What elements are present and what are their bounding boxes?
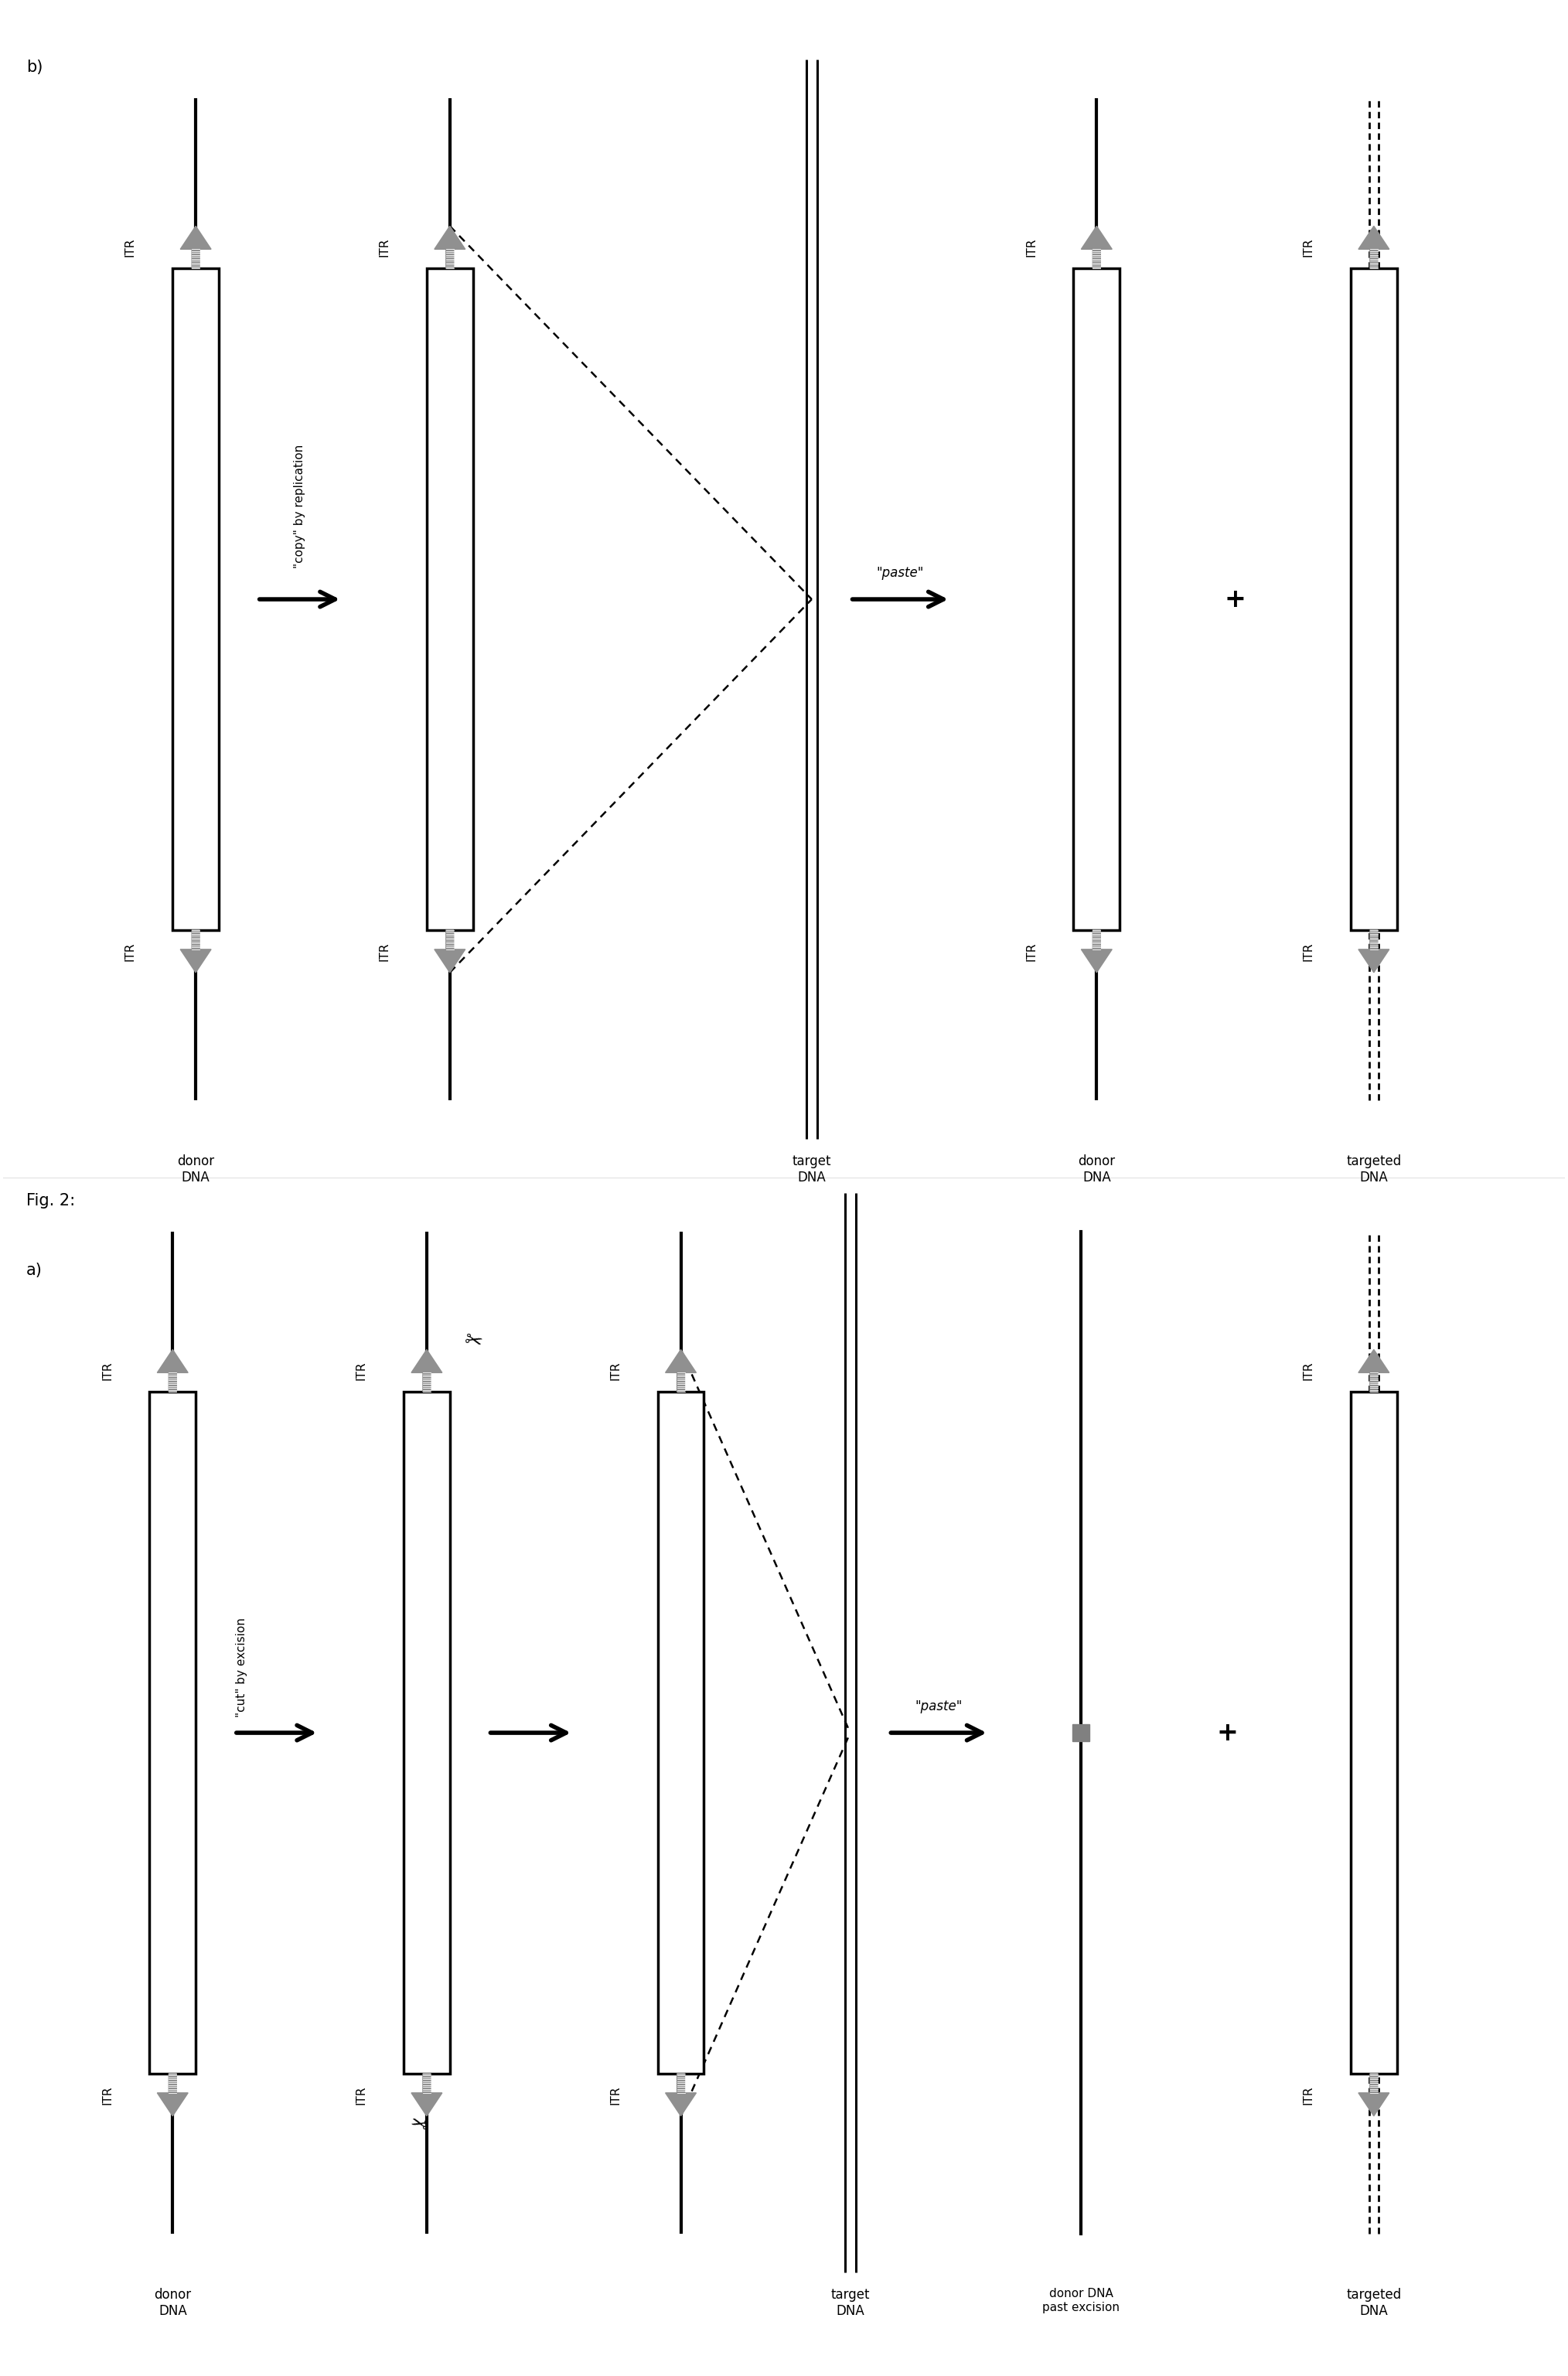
Text: ITR: ITR xyxy=(378,238,390,257)
Text: ITR: ITR xyxy=(356,1361,367,1380)
Text: +: + xyxy=(1217,1720,1239,1746)
FancyArrow shape xyxy=(180,226,212,268)
FancyArrow shape xyxy=(157,2074,188,2117)
FancyArrow shape xyxy=(411,1350,442,1392)
Text: target
DNA: target DNA xyxy=(831,2288,870,2319)
Text: donor
DNA: donor DNA xyxy=(1079,1155,1115,1186)
Bar xyxy=(1074,268,1120,929)
FancyArrow shape xyxy=(1358,1350,1389,1392)
FancyArrow shape xyxy=(1082,226,1112,268)
Text: "copy" by replication: "copy" by replication xyxy=(293,444,306,568)
Text: ITR: ITR xyxy=(356,2086,367,2105)
Text: ITR: ITR xyxy=(610,2086,621,2105)
FancyArrow shape xyxy=(1358,226,1389,268)
Text: donor DNA
past excision: donor DNA past excision xyxy=(1043,2288,1120,2312)
Text: a): a) xyxy=(27,1262,42,1278)
Text: Fig. 2:: Fig. 2: xyxy=(27,1193,75,1209)
Text: ✂: ✂ xyxy=(408,2108,431,2134)
FancyArrow shape xyxy=(1358,929,1389,972)
FancyArrow shape xyxy=(434,929,466,972)
Text: ITR: ITR xyxy=(124,941,136,960)
Text: ITR: ITR xyxy=(1303,941,1314,960)
Bar xyxy=(403,1392,450,2074)
FancyArrow shape xyxy=(1358,2074,1389,2117)
FancyArrow shape xyxy=(434,226,466,268)
Text: "paste": "paste" xyxy=(877,565,924,580)
Bar xyxy=(657,1392,704,2074)
Text: ITR: ITR xyxy=(378,941,390,960)
Text: +: + xyxy=(1225,587,1247,613)
Bar xyxy=(426,268,474,929)
Bar xyxy=(1073,1725,1090,1742)
FancyArrow shape xyxy=(411,2074,442,2117)
Text: ITR: ITR xyxy=(1303,1361,1314,1380)
Text: targeted
DNA: targeted DNA xyxy=(1347,1155,1402,1186)
Text: donor
DNA: donor DNA xyxy=(177,1155,215,1186)
Bar xyxy=(1350,1392,1397,2074)
Text: ITR: ITR xyxy=(610,1361,621,1380)
FancyArrow shape xyxy=(157,1350,188,1392)
Bar xyxy=(172,268,220,929)
Text: "cut" by excision: "cut" by excision xyxy=(237,1618,248,1718)
Text: "paste": "paste" xyxy=(916,1699,963,1713)
Text: ITR: ITR xyxy=(102,2086,113,2105)
FancyArrow shape xyxy=(180,929,212,972)
FancyArrow shape xyxy=(1082,929,1112,972)
Text: ITR: ITR xyxy=(102,1361,113,1380)
Text: ✂: ✂ xyxy=(461,1328,485,1354)
Text: target
DNA: target DNA xyxy=(792,1155,831,1186)
Text: donor
DNA: donor DNA xyxy=(154,2288,191,2319)
Text: ITR: ITR xyxy=(1303,2086,1314,2105)
FancyArrow shape xyxy=(665,1350,696,1392)
FancyArrow shape xyxy=(665,2074,696,2117)
Text: ITR: ITR xyxy=(1025,941,1036,960)
Text: ITR: ITR xyxy=(1025,238,1036,257)
Text: b): b) xyxy=(27,59,42,76)
Bar xyxy=(1350,268,1397,929)
Text: targeted
DNA: targeted DNA xyxy=(1347,2288,1402,2319)
Text: ITR: ITR xyxy=(1303,238,1314,257)
Bar xyxy=(149,1392,196,2074)
Text: ITR: ITR xyxy=(124,238,136,257)
